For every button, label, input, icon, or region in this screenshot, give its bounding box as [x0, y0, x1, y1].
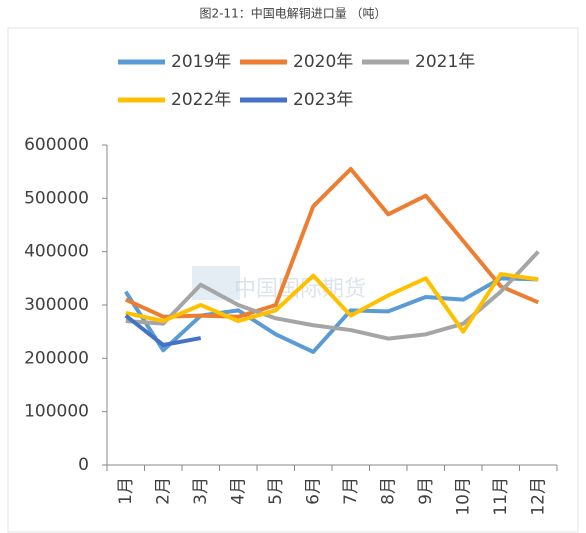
series-line — [125, 272, 539, 334]
y-tick-label: 500000 — [24, 188, 89, 208]
legend-label: 2021年 — [415, 52, 475, 72]
x-tick-label: 11月 — [491, 477, 511, 516]
legend-label: 2022年 — [171, 90, 231, 110]
y-tick-label: 100000 — [24, 402, 89, 422]
legend-label: 2020年 — [293, 52, 353, 72]
x-tick-label: 8月 — [378, 477, 398, 505]
x-tick-label: 3月 — [191, 477, 211, 505]
series-line — [124, 167, 540, 319]
x-tick-label: 7月 — [341, 477, 361, 505]
series-line — [124, 314, 202, 347]
y-tick-label: 600000 — [24, 135, 89, 155]
series-line — [124, 276, 539, 354]
y-tick-label: 200000 — [24, 348, 89, 368]
legend-label: 2023年 — [293, 90, 353, 110]
y-tick-label: 400000 — [24, 242, 89, 262]
y-tick-label: 0 — [78, 455, 89, 475]
series-line — [125, 250, 540, 341]
x-tick-label: 6月 — [303, 477, 323, 505]
x-tick-label: 10月 — [453, 477, 473, 516]
x-tick-label: 1月 — [116, 477, 136, 505]
legend-label: 2019年 — [171, 52, 231, 72]
x-tick-label: 5月 — [266, 477, 286, 505]
chart-title: 图2-11：中国电解铜进口量 （吨） — [199, 6, 386, 21]
x-tick-label: 2月 — [153, 477, 173, 505]
y-tick-label: 300000 — [24, 295, 89, 315]
x-tick-label: 12月 — [528, 477, 548, 516]
x-tick-label: 4月 — [228, 477, 248, 505]
chart-frame — [7, 27, 579, 533]
x-tick-label: 9月 — [416, 477, 436, 505]
